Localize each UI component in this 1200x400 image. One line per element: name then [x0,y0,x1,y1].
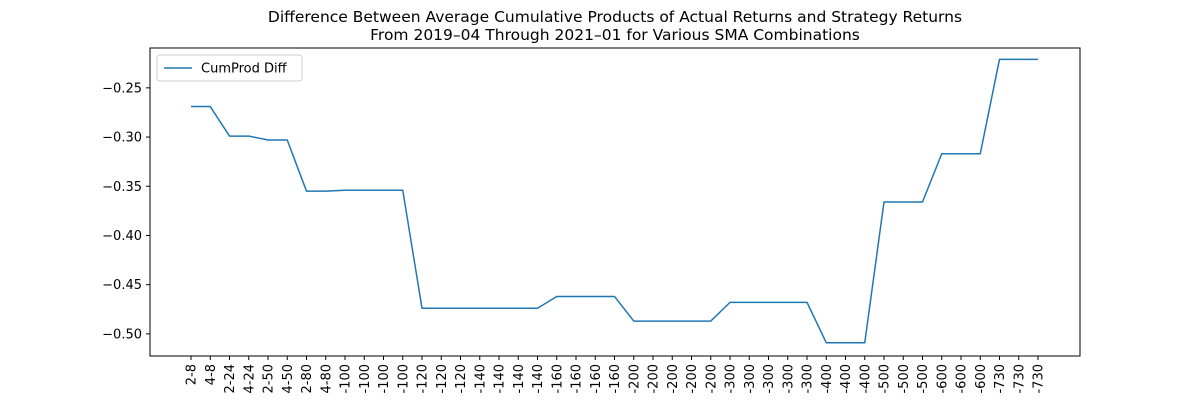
x-tick-label: -600 [974,364,989,394]
x-tick-label: -600 [935,364,950,394]
x-tick-label: -200 [627,364,642,394]
x-tick-label: -160 [608,364,623,394]
x-tick-label: 2-8 [185,364,200,385]
x-tick-label: -160 [589,364,604,394]
x-tick-label: -730 [1012,364,1027,394]
x-tick-label: -400 [820,364,835,394]
x-tick-label: -200 [704,364,719,394]
x-tick-label: -120 [435,364,450,394]
x-tick-label: -730 [1032,364,1047,394]
x-tick-label: -500 [897,364,912,394]
x-tick-label: -400 [858,364,873,394]
x-tick-label: 4-80 [319,364,334,394]
chart-subtitle: From 2019–04 Through 2021–01 for Various… [370,26,860,44]
x-tick-label: -300 [743,364,758,394]
x-tick-label: -730 [993,364,1008,394]
x-tick-label: -300 [762,364,777,394]
x-tick-label: -300 [724,364,739,394]
x-tick-label: -100 [358,364,373,394]
x-tick-label: -200 [666,364,681,394]
x-tick-label: -140 [493,364,508,394]
chart-title: Difference Between Average Cumulative Pr… [268,8,962,26]
x-tick-label: 2-80 [300,364,315,394]
x-tick-label: -100 [377,364,392,394]
x-tick-label: -120 [416,364,431,394]
x-tick-label: 2-50 [262,364,277,394]
legend: CumProd Diff [156,54,303,82]
x-tick-label: -400 [839,364,854,394]
x-tick-label: -140 [512,364,527,394]
x-tick-label: -120 [454,364,469,394]
x-axis: 2-8 4-8 2-24 4-24 2-50 4-50 2-80 4-80 -100 -100 -1… [185,356,1047,394]
y-tick-label: −0.40 [102,229,142,244]
x-tick-label: 4-50 [281,364,296,394]
x-tick-label: -100 [339,364,354,394]
x-tick-label: -160 [570,364,585,394]
x-tick-label: -140 [531,364,546,394]
legend-box [156,54,303,82]
y-tick-label: −0.25 [102,81,142,96]
y-tick-label: −0.35 [102,180,142,195]
y-tick-label: −0.50 [102,327,142,342]
series-line-cumprod-diff [191,58,1038,344]
x-tick-label: -200 [685,364,700,394]
y-tick-label: −0.45 [102,278,142,293]
x-tick-label: -500 [878,364,893,394]
x-tick-label: -300 [801,364,816,394]
x-tick-label: 4-24 [242,364,257,394]
y-axis: −0.25 −0.30 −0.35 −0.40 −0.45 −0.50 [102,81,150,342]
x-tick-label: -160 [550,364,565,394]
plot-area-frame [149,47,1081,357]
series-layer [191,58,1038,344]
x-tick-label: 2-24 [223,364,238,394]
x-tick-label: 4-8 [204,364,219,385]
x-tick-label: -140 [473,364,488,394]
legend-entry-label: CumProd Diff [201,62,288,77]
x-tick-label: -600 [955,364,970,394]
x-tick-label: -300 [781,364,796,394]
x-tick-label: -200 [647,364,662,394]
y-tick-label: −0.30 [102,131,142,146]
x-tick-label: -100 [396,364,411,394]
x-tick-label: -500 [916,364,931,394]
